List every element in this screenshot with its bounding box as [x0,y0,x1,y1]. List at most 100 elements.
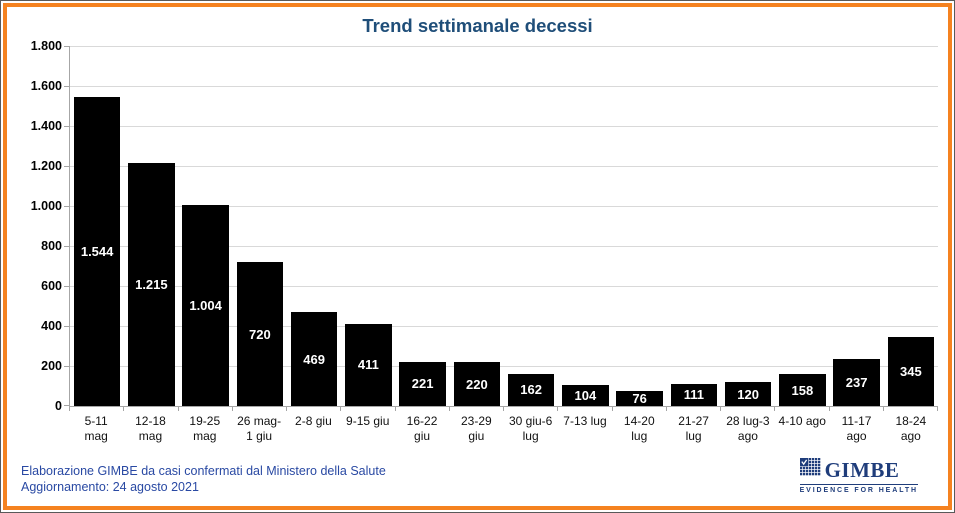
x-axis-category-label: 12-18 mag [135,414,166,443]
y-axis-label: 1.000 [30,199,62,213]
bar-slot: 220 [450,47,504,406]
y-axis-tick [64,86,70,87]
logo-tagline: EVIDENCE FOR HEALTH [799,484,918,495]
x-axis-category-label: 7-13 lug [563,414,607,428]
x-axis-category-label: 16-22 giu [406,414,438,443]
gridline [70,46,938,47]
bar-12-18 mag: 1.215 [128,163,175,406]
chart-panel: Trend settimanale decessi 0 200 400 600 800 1… [3,3,952,510]
x-axis-tick [774,406,776,411]
x-axis-tick [123,406,125,411]
x-axis-category-label: 9-15 giu [346,414,390,428]
bar-value-label: 220 [466,376,488,392]
gridline [70,126,938,127]
y-axis-tick [64,166,70,167]
gimbe-logo: GIMBE EVIDENCE FOR HEALTH [799,457,936,495]
bar-value-label: 1.004 [189,298,222,314]
x-axis-category-label: 28 lug-3 ago [726,414,770,443]
x-axis-category-label: 4-10 ago [778,414,826,428]
y-axis-label: 200 [41,359,62,373]
source-note-line1: Elaborazione GIMBE da casi confermati da… [21,464,386,478]
bar-16-22 giu: 221 [399,361,446,406]
chart-title: Trend settimanale decessi [362,15,593,36]
bar-28 lug-3 ago: 120 [724,382,772,406]
bar-19-25 mag: 1.004 [182,205,229,406]
bar-slot: 345 [884,47,938,406]
x-axis-tick [177,406,179,411]
logo-name: GIMBE [824,457,900,482]
x-axis-category-label: 14-20 lug [623,414,655,443]
gridline [70,246,938,247]
bar-value-label: 1.544 [80,244,114,260]
bar-value-label: 221 [411,376,434,392]
bar-21-27 lug: 111 [670,383,718,406]
bar-14-20 lug: 76 [616,390,663,406]
bar-slot: 411 [341,47,395,406]
source-note-line2: Aggiornamento: 24 agosto 2021 [21,480,199,494]
bar-value-label: 158 [791,382,814,398]
y-axis-label: 0 [55,399,62,413]
bar-slot: 469 [287,47,341,406]
gridline [70,166,938,167]
bar-26 mag-1 giu: 720 [236,262,284,406]
x-axis-tick [286,406,287,411]
x-axis-tick [69,406,70,411]
bar-slot: 720 [233,47,287,406]
x-axis-category-label: 2-8 giu [295,414,332,428]
bar-7-13 lug: 104 [562,385,609,406]
x-axis-tick [611,406,613,411]
bar-slot: 1.215 [124,47,178,406]
x-axis-category-label: 21-27 lug [678,414,709,443]
y-axis-tick [64,286,70,287]
bar-slot: 1.004 [179,47,233,406]
gridline [70,326,938,327]
x-axis-tick [394,406,396,411]
gridline [70,286,938,287]
bar-30 giu-6 lug: 162 [507,373,555,406]
plot-area: 0 200 400 600 800 1.000 1.200 1.400 1.600 1.800 1.… [31,39,938,413]
x-axis-tick [503,406,504,411]
y-axis-label: 1.800 [30,39,62,53]
bar-2-8 giu: 469 [290,312,338,406]
y-axis-label: 1.600 [30,79,62,93]
x-axis-category-label: 11-17 ago [841,414,872,443]
x-axis-labels: 5-11 mag 12-18 mag 19-25 mag 26 mag- 1 giu 2… [69,407,938,444]
x-axis-tick [448,406,450,411]
y-axis-tick [64,126,70,127]
bar-value-label: 111 [683,387,704,403]
bar-value-label: 411 [357,357,379,373]
y-axis-tick [64,326,70,327]
y-axis-label: 600 [41,279,62,293]
bar-value-label: 720 [249,326,271,342]
bar-slot: 237 [830,47,884,406]
x-axis-tick [882,406,884,411]
x-axis-category-label: 5-11 mag [84,414,108,443]
y-axis-tick [64,246,70,247]
bar-value-label: 76 [632,390,647,406]
gridline [70,206,938,207]
gimbe-grid-icon [799,458,821,482]
x-axis-tick [231,406,233,411]
bar-23-29 giu: 220 [453,362,501,406]
y-axis-label: 1.400 [30,119,62,133]
bar-value-label: 162 [520,382,542,398]
y-axis-tick [64,46,70,47]
x-axis-category-label: 18-24 ago [895,414,927,443]
source-note: Elaborazione GIMBE da casi confermati da… [21,463,386,495]
x-axis-category-label: 23-29 giu [460,414,492,443]
x-axis-category-label: 30 giu-6 lug [508,414,553,443]
gridline [70,86,938,87]
y-axis-label: 1.200 [30,159,62,173]
y-axis-tick [64,206,70,207]
bar-value-label: 104 [574,388,597,404]
x-axis-tick [557,406,559,411]
bar-value-label: 345 [900,364,922,379]
bar-9-15 giu: 411 [345,323,392,406]
bar-slot: 120 [721,47,775,406]
bar-5-11 mag: 1.544 [73,97,121,406]
x-axis-tick [937,406,938,411]
y-axis-tick [64,405,70,406]
x-axis-category-label: 26 mag- 1 giu [237,414,282,443]
bar-slot: 221 [396,47,450,406]
